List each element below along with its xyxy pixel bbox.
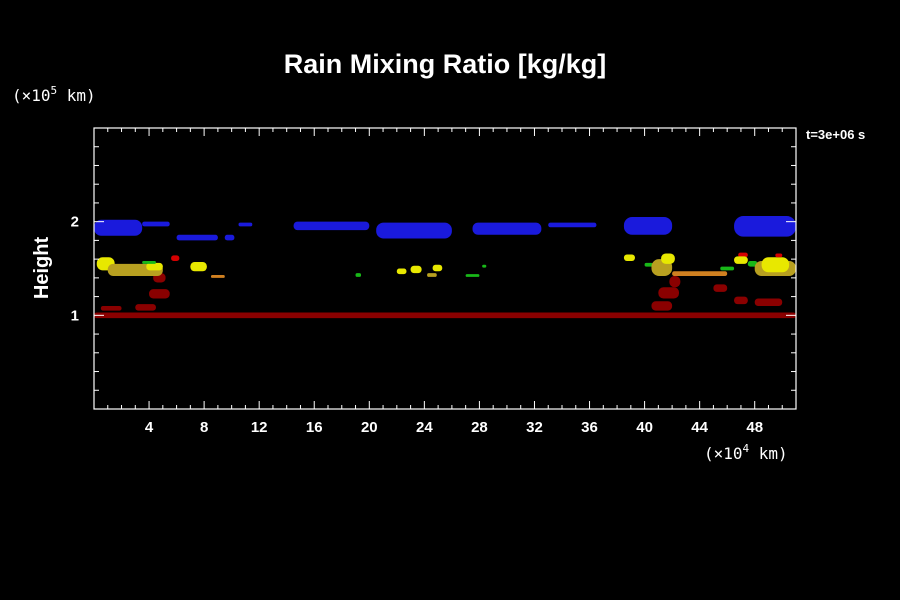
region-yellow-31 [410, 265, 422, 274]
y-tick-label: 1 [71, 307, 79, 324]
y-unit-exponent: 5 [51, 84, 58, 97]
region-darkred-7 [669, 275, 681, 288]
x-tick-label: 32 [526, 419, 543, 436]
region-darkred-6 [658, 287, 679, 299]
region-blue-18 [472, 222, 542, 235]
region-yellow-27 [190, 261, 207, 272]
x-tick-label: 40 [636, 419, 653, 436]
region-blue-11 [94, 219, 143, 236]
region-darkred-10 [754, 298, 783, 306]
minor-ticks [94, 128, 796, 409]
region-red-26 [171, 255, 180, 262]
region-blue-19 [548, 222, 597, 228]
x-tick-label: 8 [200, 419, 208, 436]
x-tick-label: 20 [361, 419, 378, 436]
y-unit-label: (×105 km) [12, 84, 96, 105]
y-tick-labels: 12 [71, 214, 79, 325]
region-green-37 [644, 262, 653, 267]
region-olive-33 [427, 273, 437, 277]
x-tick-label: 28 [471, 419, 488, 436]
region-red-42 [738, 252, 748, 258]
plot-regions [94, 216, 796, 319]
region-darkred-9 [734, 296, 748, 305]
y-axis-label: Height [31, 237, 53, 300]
region-green-44 [747, 261, 758, 267]
region-orange-40 [672, 271, 728, 276]
region-yellow-36 [623, 254, 635, 262]
region-darkred-8 [713, 284, 728, 292]
region-darkred-2 [135, 304, 156, 311]
x-tick-label: 24 [416, 419, 433, 436]
region-yellow-32 [432, 264, 443, 272]
region-blue-15 [238, 222, 253, 227]
region-yellow-30 [396, 268, 407, 275]
region-blue-21 [734, 216, 796, 237]
x-tick-label: 16 [306, 419, 323, 436]
region-darkred-1 [100, 305, 122, 311]
time-label: t=3e+06 s [806, 127, 865, 142]
x-unit-suffix: km) [749, 444, 788, 463]
x-unit-exponent: 4 [743, 442, 750, 455]
chart-title: Rain Mixing Ratio [kg/kg] [284, 49, 607, 79]
region-green-41 [720, 266, 735, 271]
x-tick-label: 36 [581, 419, 598, 436]
region-green-35 [482, 264, 487, 268]
region-red-47 [775, 253, 783, 258]
region-yellow-24 [146, 262, 163, 271]
region-green-25 [142, 261, 156, 264]
region-darkred-0 [94, 312, 796, 319]
y-unit-suffix: km) [57, 86, 96, 105]
region-yellow-46 [761, 257, 790, 273]
region-darkred-3 [149, 289, 170, 299]
region-yellow-39 [661, 253, 675, 264]
x-tick-label: 12 [251, 419, 268, 436]
x-tick-label: 44 [691, 419, 708, 436]
region-blue-14 [224, 234, 235, 241]
y-tick-label: 2 [71, 214, 79, 231]
y-unit-prefix: (×10 [12, 86, 51, 105]
x-tick-label: 4 [145, 419, 154, 436]
major-ticks [94, 128, 796, 409]
region-orange-28 [211, 275, 225, 278]
x-tick-label: 48 [746, 419, 763, 436]
region-green-34 [465, 274, 480, 277]
x-unit-label: (×104 km) [704, 442, 788, 463]
region-green-29 [355, 273, 362, 277]
region-blue-20 [623, 216, 673, 235]
plot-frame [93, 127, 797, 410]
region-yellow-43 [734, 256, 748, 264]
region-blue-13 [176, 234, 218, 241]
region-blue-16 [293, 221, 370, 231]
region-blue-17 [376, 222, 452, 239]
region-blue-12 [142, 221, 170, 227]
x-unit-prefix: (×10 [704, 444, 743, 463]
region-darkred-5 [651, 301, 673, 311]
x-tick-labels: 4 8 12 16 20 24 28 32 36 40 44 48 [145, 419, 763, 436]
